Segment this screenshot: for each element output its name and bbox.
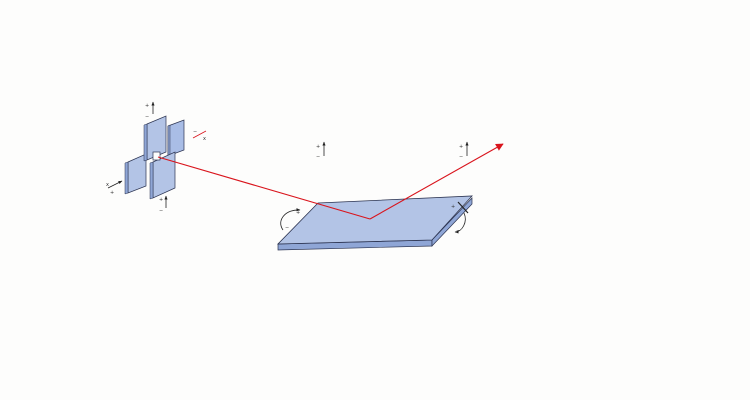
- deflector-plate-left: [124, 153, 147, 195]
- plate-right-minus: −: [456, 228, 460, 234]
- deflector-bottom-minus: −: [159, 208, 163, 214]
- deflector-left-plus: +: [110, 190, 114, 196]
- deflector-assembly: [124, 115, 185, 200]
- deflector-top-plus: +: [145, 103, 149, 109]
- middle-axis-minus: −: [316, 154, 320, 160]
- deflector-top-minus: −: [145, 114, 149, 120]
- plate-top-face: [277, 195, 473, 245]
- right-axis-marker: + −: [459, 141, 469, 160]
- reflecting-plate: [277, 195, 473, 251]
- right-axis-plus: +: [459, 144, 463, 150]
- plate-right-edge: [431, 197, 473, 247]
- deflector-bottom-marker: + −: [159, 195, 168, 214]
- plate-right-plus: +: [451, 204, 455, 210]
- deflector-plate-upper: [143, 115, 167, 162]
- plate-left-minus: −: [285, 225, 289, 231]
- laser-beam: [157, 143, 504, 220]
- reflected-beam: [369, 143, 504, 220]
- plate-right-rotation: + −: [451, 201, 469, 234]
- deflector-bottom-plus: +: [159, 197, 163, 203]
- deflector-plate-upper-back: [167, 119, 185, 157]
- curved-arrow-icon-right: [454, 212, 466, 234]
- deflector-top-marker: + −: [145, 101, 155, 120]
- middle-axis-marker: + −: [316, 141, 326, 160]
- deflector-right-x: x: [203, 136, 206, 142]
- deflector-right-marker: x −: [192, 129, 207, 142]
- deflector-left-marker: + x: [106, 180, 123, 196]
- right-axis-minus: −: [459, 154, 463, 160]
- deflector-plate-lower: [149, 151, 176, 200]
- plate-left-plus: +: [296, 210, 300, 216]
- deflector-right-minus: −: [193, 129, 197, 135]
- curved-arrow-icon: [280, 208, 301, 231]
- deflector-left-x: x: [106, 182, 109, 188]
- middle-axis-plus: +: [316, 144, 320, 150]
- incident-beam: [157, 156, 371, 220]
- plate-left-rotation: + −: [280, 208, 301, 231]
- aperture: [152, 151, 161, 161]
